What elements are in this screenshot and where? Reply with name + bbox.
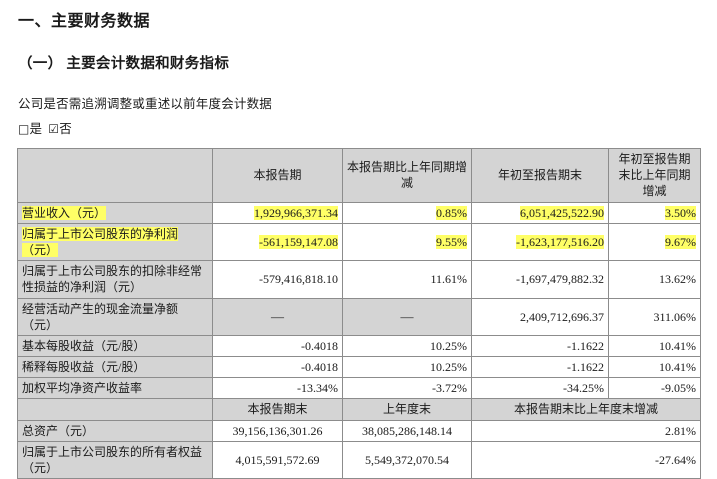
row-label-total-assets: 总资产（元） <box>17 419 213 442</box>
row-label-weighted-roe: 加权平均净资产收益率 <box>17 377 213 400</box>
cell-owners-equity-change: -27.64% <box>471 440 701 479</box>
cell-basic-eps-current-yoy: 10.25% <box>342 334 472 358</box>
cell-weighted-roe-current-yoy: -3.72% <box>342 377 472 400</box>
cell-owners-equity-period-end: 4,015,591,572.69 <box>212 440 343 479</box>
cell-diluted-eps-ytd: -1.1622 <box>471 356 609 379</box>
table-row: 经营活动产生的现金流量净额（元） — — 2,409,712,696.37 31… <box>17 297 701 336</box>
cell-total-assets-prior-year-end: 38,085,286,148.14 <box>342 419 472 442</box>
cell-deducted-net-profit-ytd-yoy: 13.62% <box>608 260 701 299</box>
cell-diluted-eps-current-yoy: 10.25% <box>342 356 472 379</box>
row-label-deducted-net-profit: 归属于上市公司股东的扣除非经常性损益的净利润（元） <box>17 260 213 299</box>
cell-net-profit-ytd-yoy: 9.67% <box>608 222 701 262</box>
table-header-row-bottom: 本报告期末 上年度末 本报告期末比上年度末增减 <box>17 398 701 421</box>
cell-weighted-roe-ytd: -34.25% <box>471 377 609 400</box>
table-row: 归属于上市公司股东的扣除非经常性损益的净利润（元） -579,416,818.1… <box>17 260 701 299</box>
cell-revenue-current-yoy: 0.85% <box>342 201 472 224</box>
header-cell-ytd: 年初至报告期末 <box>471 148 609 203</box>
cell-total-assets-change: 2.81% <box>471 419 701 442</box>
answer-no-label: 否 <box>59 122 72 136</box>
cell-owners-equity-prior-year-end: 5,549,372,070.54 <box>342 440 472 479</box>
subsection-title: （一） 主要会计数据和财务指标 <box>18 56 230 72</box>
report-page: 一、主要财务数据 （一） 主要会计数据和财务指标 公司是否需追溯调整或重述以前年… <box>0 7 717 479</box>
table-body: 本报告期 本报告期比上年同期增减 年初至报告期末 年初至报告期末比上年同期增减 … <box>17 148 701 479</box>
table-row: 营业收入（元） 1,929,966,371.34 0.85% 6,051,425… <box>17 201 701 224</box>
header-cell-prior-year-end: 上年度末 <box>342 398 472 421</box>
cell-operating-cash-flow-current: — <box>212 297 343 336</box>
header-cell-period-end-change: 本报告期末比上年度末增减 <box>471 398 701 421</box>
cell-revenue-current: 1,929,966,371.34 <box>212 201 343 224</box>
financial-data-table: 本报告期 本报告期比上年同期增减 年初至报告期末 年初至报告期末比上年同期增减 … <box>17 148 701 479</box>
cell-weighted-roe-current: -13.34% <box>212 377 343 400</box>
table-row: 基本每股收益（元/股） -0.4018 10.25% -1.1622 10.41… <box>17 334 701 358</box>
cell-deducted-net-profit-ytd: -1,697,479,882.32 <box>471 260 609 299</box>
cell-net-profit-current-yoy: 9.55% <box>342 222 472 262</box>
cell-basic-eps-ytd: -1.1622 <box>471 334 609 358</box>
cell-diluted-eps-current: -0.4018 <box>212 356 343 379</box>
header-cell-current-period-yoy: 本报告期比上年同期增减 <box>342 148 472 203</box>
question-text: 公司是否需追溯调整或重述以前年度会计数据 <box>18 97 273 111</box>
cell-operating-cash-flow-ytd: 2,409,712,696.37 <box>471 297 609 336</box>
table-row: 加权平均净资产收益率 -13.34% -3.72% -34.25% -9.05% <box>17 377 701 400</box>
cell-revenue-ytd: 6,051,425,522.90 <box>471 201 609 224</box>
row-label-net-profit: 归属于上市公司股东的净利润（元） <box>17 222 213 262</box>
cell-diluted-eps-ytd-yoy: 10.41% <box>608 356 701 379</box>
header-cell-ytd-yoy: 年初至报告期末比上年同期增减 <box>608 148 701 203</box>
cell-operating-cash-flow-current-yoy: — <box>342 297 472 336</box>
cell-deducted-net-profit-current: -579,416,818.10 <box>212 260 343 299</box>
table-header-row-top: 本报告期 本报告期比上年同期增减 年初至报告期末 年初至报告期末比上年同期增减 <box>17 148 701 203</box>
cell-basic-eps-current: -0.4018 <box>212 334 343 358</box>
cell-deducted-net-profit-current-yoy: 11.61% <box>342 260 472 299</box>
header-cell-blank-bottom <box>17 398 213 421</box>
cell-net-profit-ytd: -1,623,177,516.20 <box>471 222 609 262</box>
row-label-diluted-eps: 稀释每股收益（元/股） <box>17 356 213 379</box>
header-cell-current-period: 本报告期 <box>212 148 343 203</box>
cell-operating-cash-flow-ytd-yoy: 311.06% <box>608 297 701 336</box>
cell-total-assets-period-end: 39,156,136,301.26 <box>212 419 343 442</box>
table-row: 归属于上市公司股东的净利润（元） -561,159,147.08 9.55% -… <box>17 222 701 262</box>
retrospective-adjustment-choice: □是 ☑否 <box>18 118 717 137</box>
checkbox-checked-icon[interactable]: ☑ <box>48 122 60 136</box>
row-label-owners-equity: 归属于上市公司股东的所有者权益（元） <box>17 440 213 479</box>
cell-weighted-roe-ytd-yoy: -9.05% <box>608 377 701 400</box>
table-row: 归属于上市公司股东的所有者权益（元） 4,015,591,572.69 5,54… <box>17 440 701 479</box>
header-cell-blank <box>17 148 213 203</box>
table-row: 总资产（元） 39,156,136,301.26 38,085,286,148.… <box>17 419 701 442</box>
cell-basic-eps-ytd-yoy: 10.41% <box>608 334 701 358</box>
answer-yes-label: 是 <box>29 122 43 136</box>
row-label-revenue: 营业收入（元） <box>17 201 213 224</box>
page-title: 一、主要财务数据 <box>18 13 151 30</box>
cell-revenue-ytd-yoy: 3.50% <box>608 201 701 224</box>
table-row: 稀释每股收益（元/股） -0.4018 10.25% -1.1622 10.41… <box>17 356 701 379</box>
row-label-basic-eps: 基本每股收益（元/股） <box>17 334 213 358</box>
cell-net-profit-current: -561,159,147.08 <box>212 222 343 262</box>
header-cell-period-end: 本报告期末 <box>212 398 343 421</box>
checkbox-unchecked-icon[interactable]: □ <box>18 122 30 136</box>
row-label-operating-cash-flow: 经营活动产生的现金流量净额（元） <box>17 297 213 336</box>
